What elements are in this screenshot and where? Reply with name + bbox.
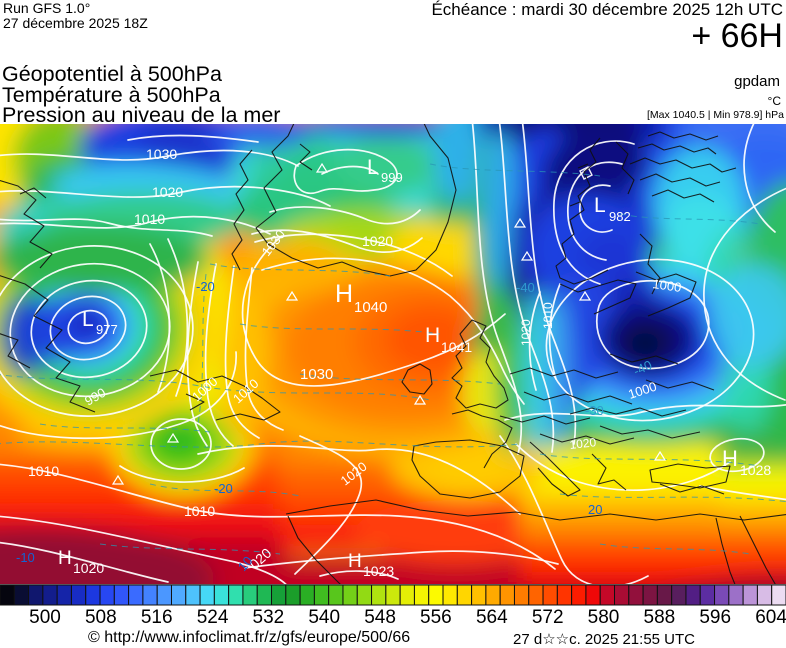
svg-text:-20: -20: [196, 279, 215, 294]
svg-text:1041: 1041: [441, 339, 472, 355]
svg-text:1020: 1020: [73, 560, 104, 576]
svg-text:1000: 1000: [652, 276, 683, 295]
svg-text:1010: 1010: [541, 302, 555, 329]
svg-text:982: 982: [609, 209, 631, 224]
svg-text:1020: 1020: [362, 233, 393, 249]
svg-text:1010: 1010: [28, 463, 59, 479]
svg-text:H: H: [58, 548, 72, 569]
svg-text:1010: 1010: [134, 211, 165, 227]
svg-text:H: H: [722, 446, 738, 471]
svg-text:-30: -30: [585, 403, 604, 418]
svg-text:977: 977: [96, 322, 118, 337]
svg-text:H: H: [425, 324, 440, 347]
svg-text:1020: 1020: [519, 319, 533, 346]
svg-text:-40: -40: [631, 357, 654, 379]
svg-text:-10: -10: [16, 550, 35, 565]
svg-text:20: 20: [588, 502, 602, 517]
svg-text:1040: 1040: [354, 299, 387, 316]
svg-text:-40: -40: [516, 280, 535, 295]
svg-text:1023: 1023: [363, 563, 394, 579]
svg-text:L: L: [594, 194, 606, 217]
svg-text:H: H: [335, 280, 353, 308]
svg-text:-20: -20: [214, 481, 233, 496]
svg-text:1030: 1030: [146, 146, 177, 162]
svg-text:L: L: [367, 156, 379, 179]
svg-text:1020: 1020: [152, 184, 183, 200]
svg-text:L: L: [82, 308, 94, 331]
svg-text:H: H: [348, 551, 362, 572]
svg-text:1010: 1010: [184, 503, 215, 519]
svg-text:1028: 1028: [740, 462, 771, 478]
svg-text:999: 999: [381, 170, 403, 185]
svg-text:1020: 1020: [569, 435, 597, 452]
svg-text:1030: 1030: [300, 366, 333, 383]
